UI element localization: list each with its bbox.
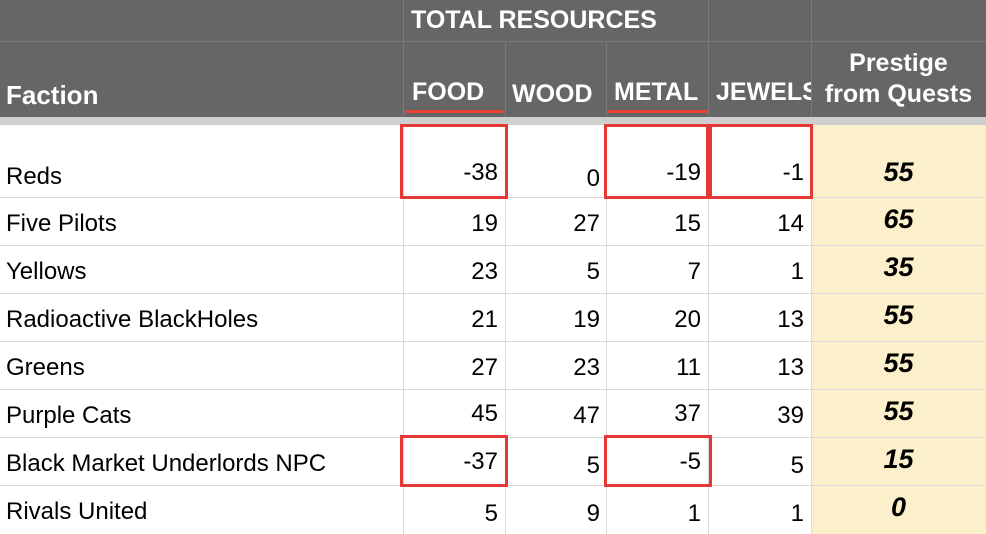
- table-row: Five Pilots 19 27 15 14 65: [0, 198, 986, 245]
- prestige-cell[interactable]: 55: [883, 157, 914, 187]
- prestige-header-line1: Prestige: [849, 49, 948, 77]
- faction-header[interactable]: Faction: [6, 80, 99, 110]
- highlight-box: [706, 124, 813, 199]
- table-row: Reds -38 0 -19 -1 55: [0, 125, 986, 197]
- highlight-box: [400, 124, 508, 199]
- food-cell[interactable]: 19: [471, 210, 498, 237]
- metal-cell[interactable]: -19: [666, 159, 701, 186]
- faction-cell[interactable]: Greens: [6, 354, 85, 381]
- food-cell[interactable]: -38: [463, 159, 498, 186]
- jewels-cell[interactable]: 1: [790, 258, 804, 285]
- wood-cell[interactable]: 0: [586, 165, 600, 192]
- metal-cell[interactable]: -5: [679, 448, 701, 475]
- wood-cell[interactable]: 27: [573, 210, 600, 237]
- prestige-cell[interactable]: 55: [883, 348, 914, 378]
- table-row: Greens 27 23 11 13 55: [0, 342, 986, 389]
- jewels-cell[interactable]: 13: [777, 306, 804, 333]
- table-row: Rivals United 5 9 1 1 0: [0, 486, 986, 534]
- jewels-cell[interactable]: -1: [782, 159, 804, 186]
- wood-cell[interactable]: 23: [573, 354, 600, 381]
- food-cell[interactable]: -37: [463, 448, 498, 475]
- food-header[interactable]: FOOD: [412, 78, 485, 106]
- prestige-cell[interactable]: 65: [883, 204, 914, 234]
- table-row: Radioactive BlackHoles 21 19 20 13 55: [0, 294, 986, 341]
- prestige-cell[interactable]: 35: [883, 252, 914, 282]
- header-row: TOTAL RESOURCES Faction FOOD WOOD METAL …: [0, 0, 986, 117]
- wood-cell[interactable]: 19: [573, 306, 600, 333]
- faction-cell[interactable]: Five Pilots: [6, 210, 117, 237]
- table-row: Black Market Underlords NPC -37 5 -5 5 1…: [0, 438, 986, 485]
- food-cell[interactable]: 5: [484, 500, 498, 527]
- jewels-cell[interactable]: 1: [790, 500, 804, 527]
- highlight-box: [400, 435, 508, 487]
- wood-cell[interactable]: 47: [573, 402, 600, 429]
- food-cell[interactable]: 27: [471, 354, 498, 381]
- prestige-cell[interactable]: 55: [883, 396, 914, 426]
- wood-cell[interactable]: 5: [586, 452, 600, 479]
- faction-cell[interactable]: Yellows: [6, 258, 87, 285]
- faction-cell[interactable]: Rivals United: [6, 498, 148, 525]
- jewels-cell[interactable]: 5: [790, 452, 804, 479]
- wood-cell[interactable]: 5: [586, 258, 600, 285]
- highlight-box: [604, 124, 712, 199]
- faction-cell[interactable]: Reds: [6, 163, 63, 190]
- total-resources-header[interactable]: TOTAL RESOURCES: [411, 6, 657, 34]
- prestige-cell[interactable]: 0: [890, 492, 907, 522]
- food-cell[interactable]: 21: [471, 306, 498, 333]
- faction-cell[interactable]: Radioactive BlackHoles: [6, 306, 259, 333]
- wood-header[interactable]: WOOD: [512, 80, 593, 108]
- metal-cell[interactable]: 7: [687, 258, 701, 285]
- prestige-column-fill: [811, 125, 986, 534]
- metal-cell[interactable]: 20: [674, 306, 701, 333]
- metal-cell[interactable]: 1: [687, 500, 701, 527]
- food-header-underline: [405, 110, 504, 113]
- highlight-box: [604, 435, 712, 487]
- prestige-cell[interactable]: 55: [883, 300, 914, 330]
- header-separator: [0, 117, 986, 125]
- metal-header-underline: [607, 110, 708, 113]
- metal-cell[interactable]: 15: [674, 210, 701, 237]
- table-row: Yellows 23 5 7 1 35: [0, 246, 986, 293]
- metal-header[interactable]: METAL: [614, 78, 699, 106]
- jewels-cell[interactable]: 13: [777, 354, 804, 381]
- prestige-cell[interactable]: 15: [883, 444, 914, 474]
- jewels-cell[interactable]: 14: [777, 210, 804, 237]
- faction-cell[interactable]: Black Market Underlords NPC: [6, 450, 327, 477]
- metal-cell[interactable]: 37: [674, 400, 701, 427]
- table-row: Purple Cats 45 47 37 39 55: [0, 390, 986, 437]
- prestige-header-line2: from Quests: [824, 80, 973, 108]
- prestige-header[interactable]: Prestige from Quests: [811, 48, 986, 110]
- wood-cell[interactable]: 9: [586, 500, 600, 527]
- food-cell[interactable]: 45: [471, 400, 498, 427]
- metal-cell[interactable]: 11: [676, 354, 701, 381]
- jewels-header[interactable]: JEWELS: [716, 78, 811, 106]
- food-cell[interactable]: 23: [471, 258, 498, 285]
- jewels-cell[interactable]: 39: [777, 402, 804, 429]
- faction-cell[interactable]: Purple Cats: [6, 402, 132, 429]
